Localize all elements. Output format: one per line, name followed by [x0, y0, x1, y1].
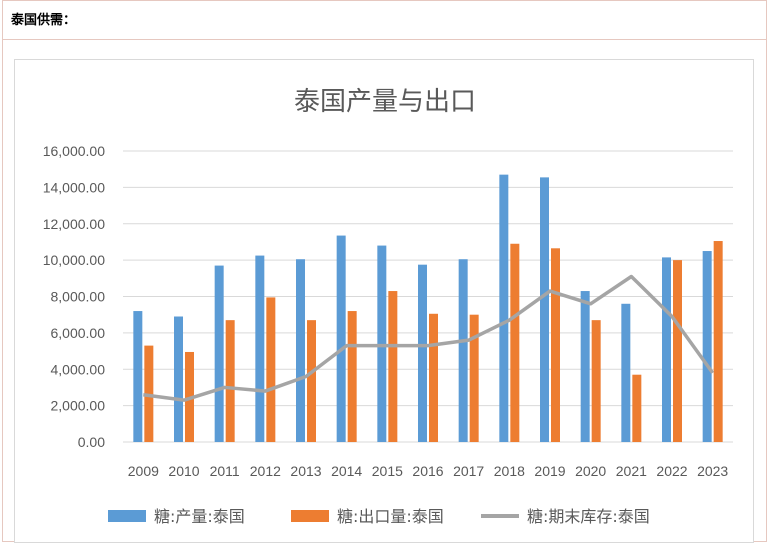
bar-production-2015 [377, 245, 387, 442]
y-tick-label: 4,000.00 [51, 361, 106, 377]
y-tick-label: 16,000.00 [43, 143, 105, 159]
bar-export-2015 [388, 291, 398, 442]
x-tick-label: 2010 [168, 463, 199, 479]
legend: 糖:产量:泰国 糖:出口量:泰国 糖:期末库存:泰国 [108, 507, 650, 526]
x-tick-label: 2016 [412, 463, 443, 479]
line-inventory [143, 274, 715, 402]
bar-production-2012 [255, 255, 265, 442]
bar-production-2022 [662, 257, 671, 442]
bar-export-2011 [225, 320, 235, 442]
bar-export-2017 [469, 314, 479, 442]
x-tick-label: 2012 [250, 463, 281, 479]
y-tick-label: 14,000.00 [43, 179, 105, 195]
y-tick-label: 12,000.00 [43, 216, 105, 232]
y-tick-label: 10,000.00 [43, 252, 105, 268]
section-header: 泰国供需： [2, 0, 767, 40]
x-tick-label: 2020 [575, 463, 606, 479]
bar-export-2018 [510, 243, 520, 442]
bar-production-2018 [499, 174, 509, 443]
legend-label: 糖:期末库存:泰国 [527, 507, 650, 526]
bar-export-2020 [591, 320, 601, 442]
chart-svg: 泰国产量与出口 0.00 2,000.00 4,000.00 6,000.00 8,00… [43, 87, 733, 526]
x-tick-label: 2013 [290, 463, 321, 479]
bar-production-2014 [336, 235, 346, 442]
bar-export-2014 [347, 311, 357, 442]
legend-label: 糖:产量:泰国 [154, 507, 245, 526]
y-tick-label: 0.00 [78, 434, 105, 450]
x-tick-label: 2014 [331, 463, 362, 479]
y-tick-label: 2,000.00 [51, 398, 106, 414]
bar-production-2019 [540, 177, 549, 442]
section-title: 泰国供需： [11, 13, 77, 28]
bar-export-2023 [713, 241, 723, 442]
bar-export-2022 [673, 260, 682, 442]
bar-production-2013 [296, 259, 305, 442]
bar-production-2017 [458, 259, 468, 442]
x-tick-label: 2017 [453, 463, 484, 479]
y-axis: 0.00 2,000.00 4,000.00 6,000.00 8,000.00 10,0… [43, 143, 106, 450]
y-tick-label: 8,000.00 [51, 289, 106, 305]
bar-production-2010 [174, 316, 183, 442]
x-tick-label: 2018 [494, 463, 525, 479]
x-tick-label: 2019 [534, 463, 565, 479]
bar-production-2009 [133, 311, 143, 442]
line-layer [143, 274, 715, 402]
chart-title: 泰国产量与出口 [294, 87, 476, 117]
x-tick-label: 2023 [697, 463, 728, 479]
bar-export-2021 [632, 374, 642, 442]
y-tick-label: 6,000.00 [51, 325, 106, 341]
bar-production-2016 [418, 264, 427, 442]
bar-export-2016 [429, 313, 438, 442]
x-tick-label: 2009 [128, 463, 159, 479]
x-axis: 2009 2010 2011 2012 2013 2014 2015 2016 2017 2018… [128, 463, 729, 479]
bar-export-2012 [266, 297, 276, 442]
bar-export-2019 [551, 248, 560, 442]
bar-export-2013 [307, 320, 316, 442]
bars-layer [133, 174, 723, 443]
bar-production-2011 [214, 265, 224, 442]
x-tick-label: 2022 [656, 463, 687, 479]
legend-swatch [108, 510, 146, 522]
grid-layer [123, 150, 733, 443]
legend-label: 糖:出口量:泰国 [337, 507, 444, 526]
bar-production-2020 [580, 291, 590, 442]
bar-production-2021 [621, 303, 631, 442]
bar-production-2023 [702, 251, 712, 442]
x-tick-label: 2015 [372, 463, 403, 479]
chart-container: 泰国产量与出口 0.00 2,000.00 4,000.00 6,000.00 8,00… [14, 59, 754, 543]
x-tick-label: 2011 [210, 463, 240, 479]
x-tick-label: 2021 [616, 463, 647, 479]
legend-swatch [291, 510, 329, 522]
